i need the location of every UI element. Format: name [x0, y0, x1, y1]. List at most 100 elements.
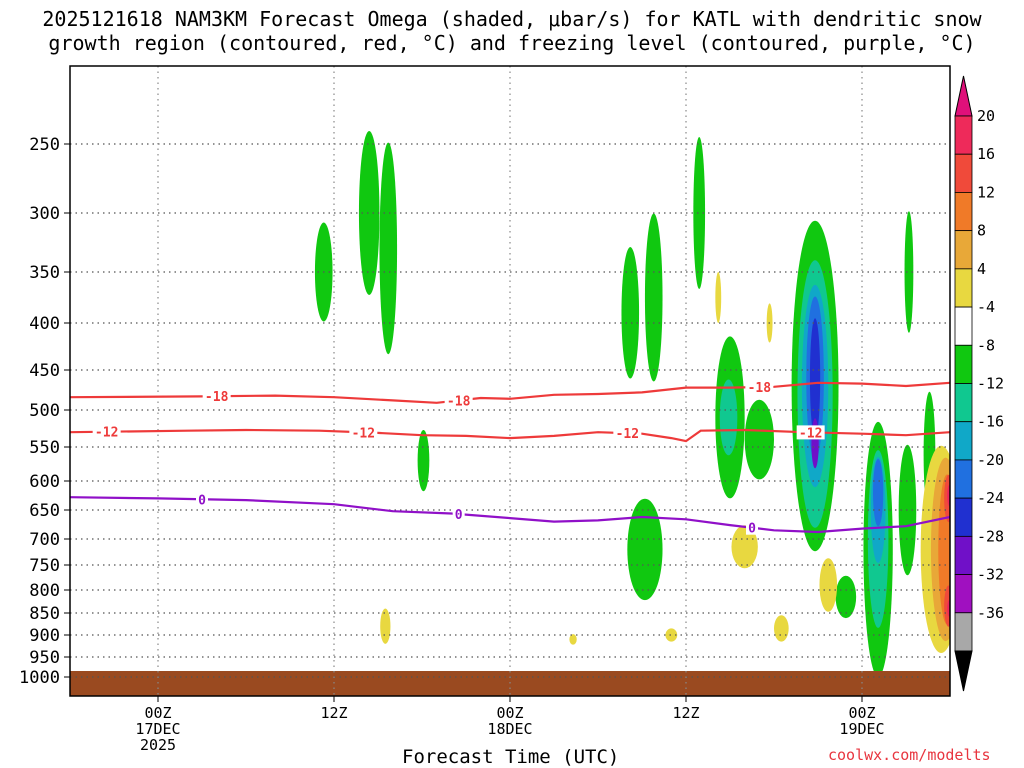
contour-label-bg: [444, 393, 473, 408]
omega-region-yellow-380-hr38: [715, 272, 722, 323]
colorbar-segment: [954, 497, 973, 537]
y-tick-label-750: 750: [29, 556, 60, 576]
y-tick-label-500: 500: [29, 401, 60, 421]
colorbar-segment: [954, 230, 973, 270]
x-tick-label: 00Z: [144, 704, 171, 722]
omega-region-yellow-905-hr27: [569, 634, 577, 645]
omega-region-yellow-900-hr35: [665, 628, 678, 642]
x-tick-label: 19DEC: [839, 720, 884, 738]
chart-title-line-1: 2025121618 NAM3KM Forecast Omega (shaded…: [42, 7, 982, 31]
colorbar-segment: [954, 535, 973, 575]
y-tick-label-250: 250: [29, 135, 60, 155]
x-tick-label: 2025: [140, 736, 176, 754]
colorbar-segment: [954, 459, 973, 499]
colorbar-segment: [954, 574, 973, 614]
contour-label--12: -12: [352, 426, 375, 441]
contour-0: [70, 496, 950, 534]
y-tick-label-700: 700: [29, 530, 60, 550]
y-tick-label-650: 650: [29, 501, 60, 521]
omega-region-green-580-hr18: [417, 430, 430, 492]
omega-region-green-300-hr51: [904, 211, 914, 333]
omega-region-teal-500-hr39: [719, 379, 738, 456]
colorbar-label-16: 16: [977, 145, 995, 163]
omega-region-yellow-700-hr40: [731, 525, 758, 569]
colorbar-segment: [954, 153, 973, 193]
contour-label-bg: [796, 425, 825, 440]
contour-label--12: -12: [95, 426, 118, 441]
omega-region-green-370-hr33: [644, 213, 663, 382]
omega-region-green-280-hr15a: [358, 131, 380, 295]
colorbar-top-arrow: [954, 75, 973, 117]
x-tick-label: 00Z: [848, 704, 875, 722]
x-tick-label: 17DEC: [135, 720, 180, 738]
colorbar-label--16: -16: [977, 413, 1004, 431]
contour-label--12: -12: [799, 426, 822, 441]
colorbar-segment: [954, 115, 973, 155]
contour-label-0: 0: [198, 493, 206, 508]
omega-region-green-320-hr16: [379, 142, 398, 355]
y-tick-label-900: 900: [29, 626, 60, 646]
contour-label-bg: [452, 507, 465, 522]
contour-label-0: 0: [748, 522, 756, 537]
colorbar-segment: [954, 383, 973, 423]
omega-region-blue-620-hr49: [873, 458, 884, 527]
x-tick-label: 18DEC: [487, 720, 532, 738]
contour-label-bg: [349, 425, 378, 440]
colorbar-segment: [954, 421, 973, 461]
x-tick-label: 12Z: [672, 704, 699, 722]
contour-label--18: -18: [748, 381, 772, 396]
omega-region-green-380-hr32: [621, 247, 640, 379]
colorbar-label--12: -12: [977, 375, 1004, 393]
contour-label--18: -18: [447, 394, 471, 409]
contour-label-bg: [196, 492, 208, 507]
contour-label-bg: [202, 389, 231, 404]
omega-region-green-560-hr41: [744, 399, 774, 480]
omega-region-green-300-hr37: [693, 137, 706, 289]
x-axis-title: Forecast Time (UTC): [402, 746, 620, 768]
contour-label-0: 0: [455, 508, 463, 523]
y-tick-label-950: 950: [29, 648, 60, 668]
colorbar-label--36: -36: [977, 604, 1004, 622]
contour-label-bg: [613, 426, 642, 441]
contour-label-bg: [746, 520, 758, 535]
contour--18: [70, 381, 950, 404]
colorbar-segment: [954, 192, 973, 232]
y-tick-label-800: 800: [29, 581, 60, 601]
y-tick-label-450: 450: [29, 361, 60, 381]
colorbar-bottom-arrow: [954, 650, 973, 692]
colorbar-label-20: 20: [977, 107, 995, 125]
omega-region-yellow-880-hr42: [774, 615, 789, 642]
contour-label-bg: [745, 380, 774, 395]
omega-region-yellow-790-hr45: [819, 558, 838, 612]
y-tick-label-850: 850: [29, 604, 60, 624]
chart-title-line-2: growth region (contoured, red, °C) and f…: [48, 31, 976, 55]
y-tick-label-600: 600: [29, 472, 60, 492]
colorbar-label--20: -20: [977, 451, 1004, 469]
colorbar-segment: [954, 344, 973, 384]
colorbar-label--32: -32: [977, 566, 1004, 584]
colorbar-label-8: 8: [977, 222, 986, 240]
y-tick-label-400: 400: [29, 314, 60, 334]
contour-label-bg: [92, 424, 121, 439]
colorbar-segment: [954, 612, 973, 652]
colorbar-label-4: 4: [977, 260, 986, 278]
y-tick-label-350: 350: [29, 263, 60, 283]
omega-region-green-810-hr46: [835, 575, 857, 619]
omega-region-yellow-880-hr14: [380, 608, 391, 644]
colorbar-label-12: 12: [977, 183, 995, 201]
y-tick-label-550: 550: [29, 438, 60, 458]
x-tick-label: 12Z: [320, 704, 347, 722]
colorbar-label--24: -24: [977, 489, 1004, 507]
credit-link[interactable]: coolwx.com/modelts: [828, 746, 991, 764]
colorbar-label--4: -4: [977, 298, 995, 316]
y-tick-label-1000: 1000: [19, 668, 60, 688]
colorbar-label--28: -28: [977, 527, 1004, 545]
colorbar-segment: [954, 268, 973, 308]
omega-region-green-700-hr33: [627, 498, 663, 601]
y-tick-label-300: 300: [29, 204, 60, 224]
colorbar-segment: [954, 306, 973, 346]
contour-label--18: -18: [205, 390, 229, 405]
omega-region-red-840-hr54: [944, 585, 950, 627]
omega-region-dblue-460-hr44: [809, 318, 821, 438]
x-tick-label: 00Z: [496, 704, 523, 722]
